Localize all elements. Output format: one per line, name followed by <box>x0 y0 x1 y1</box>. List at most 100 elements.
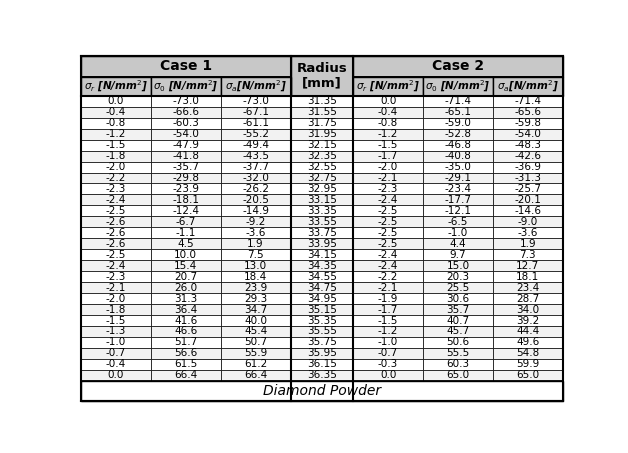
Bar <box>81 359 151 370</box>
Bar <box>353 348 423 359</box>
Bar <box>151 107 220 118</box>
Text: -1.5: -1.5 <box>106 140 126 150</box>
Bar <box>423 183 493 194</box>
Bar <box>291 260 353 271</box>
Text: 31.3: 31.3 <box>174 294 197 304</box>
Bar <box>220 162 291 173</box>
Bar <box>423 260 493 271</box>
Text: -2.2: -2.2 <box>106 173 126 183</box>
Bar <box>423 96 493 107</box>
Text: -2.1: -2.1 <box>378 173 398 183</box>
Text: -1.2: -1.2 <box>378 129 398 139</box>
Bar <box>291 205 353 217</box>
Bar <box>220 129 291 140</box>
Bar <box>493 337 563 348</box>
Text: -52.8: -52.8 <box>445 129 472 139</box>
Bar <box>220 315 291 326</box>
Text: 59.9: 59.9 <box>516 359 539 369</box>
Bar <box>493 315 563 326</box>
Bar <box>353 326 423 337</box>
Text: 20.7: 20.7 <box>174 272 197 282</box>
Text: -2.0: -2.0 <box>378 162 398 172</box>
Text: 61.5: 61.5 <box>174 359 197 369</box>
Text: $\sigma_0$ [N/mm$^2$]: $\sigma_0$ [N/mm$^2$] <box>153 78 219 94</box>
Text: 12.7: 12.7 <box>516 261 539 271</box>
Text: -23.4: -23.4 <box>445 184 472 194</box>
Text: 36.4: 36.4 <box>174 304 197 314</box>
Bar <box>151 173 220 183</box>
Text: 0.0: 0.0 <box>107 96 124 106</box>
Bar <box>151 205 220 217</box>
Text: -2.5: -2.5 <box>378 228 398 238</box>
Text: -1.7: -1.7 <box>378 304 398 314</box>
Bar <box>353 260 423 271</box>
Bar <box>291 326 353 337</box>
Text: $\sigma_a$[N/mm$^2$]: $\sigma_a$[N/mm$^2$] <box>497 78 559 94</box>
Text: -2.2: -2.2 <box>378 272 398 282</box>
Text: 34.55: 34.55 <box>307 272 337 282</box>
Text: -31.3: -31.3 <box>514 173 541 183</box>
Bar <box>151 370 220 381</box>
Bar <box>220 173 291 183</box>
Bar <box>493 77 563 96</box>
Text: 35.95: 35.95 <box>307 348 337 358</box>
Bar <box>291 162 353 173</box>
Bar <box>423 205 493 217</box>
Text: -46.8: -46.8 <box>445 140 472 150</box>
Bar <box>493 107 563 118</box>
Text: 34.95: 34.95 <box>307 294 337 304</box>
Bar <box>81 77 151 96</box>
Bar <box>423 337 493 348</box>
Text: 9.7: 9.7 <box>450 250 466 260</box>
Bar <box>291 150 353 162</box>
Text: -0.4: -0.4 <box>106 107 126 117</box>
Bar <box>493 282 563 293</box>
Bar <box>291 194 353 205</box>
Bar <box>81 227 151 238</box>
Text: 34.7: 34.7 <box>244 304 268 314</box>
Bar <box>291 96 353 107</box>
Bar <box>493 370 563 381</box>
Text: -60.3: -60.3 <box>172 118 199 128</box>
Text: -2.5: -2.5 <box>106 250 126 260</box>
Bar <box>493 348 563 359</box>
Text: 1.9: 1.9 <box>247 239 264 249</box>
Text: -35.0: -35.0 <box>445 162 472 172</box>
Text: -2.4: -2.4 <box>378 195 398 205</box>
Bar <box>493 173 563 183</box>
Bar <box>423 370 493 381</box>
Text: -2.0: -2.0 <box>106 294 126 304</box>
Text: 36.15: 36.15 <box>307 359 337 369</box>
Bar <box>220 77 291 96</box>
Text: -59.0: -59.0 <box>445 118 472 128</box>
Text: -17.7: -17.7 <box>445 195 472 205</box>
Bar <box>151 217 220 227</box>
Bar <box>81 381 563 401</box>
Text: -43.5: -43.5 <box>242 151 269 161</box>
Bar <box>151 183 220 194</box>
Bar <box>423 162 493 173</box>
Bar <box>423 150 493 162</box>
Bar <box>353 249 423 260</box>
Text: 36.35: 36.35 <box>307 371 337 381</box>
Bar <box>353 118 423 129</box>
Text: -0.8: -0.8 <box>378 118 398 128</box>
Bar <box>423 282 493 293</box>
Bar <box>493 140 563 150</box>
Text: 15.4: 15.4 <box>174 261 197 271</box>
Bar <box>151 282 220 293</box>
Text: -2.3: -2.3 <box>106 272 126 282</box>
Bar <box>291 315 353 326</box>
Bar <box>220 140 291 150</box>
Bar <box>291 282 353 293</box>
Text: -6.7: -6.7 <box>176 217 196 227</box>
Text: -12.1: -12.1 <box>445 206 472 216</box>
Text: 33.55: 33.55 <box>307 217 337 227</box>
Text: -1.2: -1.2 <box>106 129 126 139</box>
Bar <box>423 129 493 140</box>
Text: -1.0: -1.0 <box>448 228 468 238</box>
Text: -0.3: -0.3 <box>378 359 398 369</box>
Bar <box>151 150 220 162</box>
Text: 45.4: 45.4 <box>244 327 268 337</box>
Bar <box>220 337 291 348</box>
